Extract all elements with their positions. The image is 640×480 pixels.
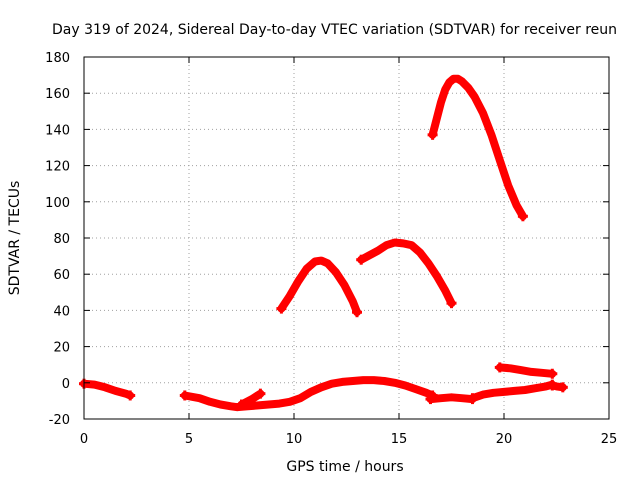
data-point-marker [427, 129, 438, 140]
data-point-marker [446, 298, 457, 309]
data-point-marker [352, 307, 362, 318]
data-point-marker [276, 303, 287, 314]
grid [84, 57, 609, 419]
data-point-marker [179, 390, 190, 401]
x-tick-label: 10 [286, 432, 303, 447]
chart-title: Day 319 of 2024, Sidereal Day-to-day VTE… [52, 22, 617, 38]
y-tick-label: 80 [53, 232, 70, 247]
x-tick-label: 25 [601, 432, 618, 447]
y-tick-label: 0 [62, 377, 70, 392]
series-trace [468, 380, 557, 403]
y-tick-label: 140 [45, 123, 70, 138]
series-trace [495, 363, 557, 378]
series-trace [357, 238, 456, 308]
series-arc-3 [236, 388, 266, 410]
y-tick-label: 100 [45, 196, 70, 211]
x-tick-label: 5 [185, 432, 193, 447]
series-arc-10 [427, 74, 528, 222]
series-arc-9 [356, 238, 457, 309]
series-arc-8 [276, 256, 362, 318]
y-tick-label: 160 [45, 87, 70, 102]
series-trace [426, 393, 477, 404]
series-trace [237, 389, 265, 409]
x-tick-label: 0 [80, 432, 88, 447]
series-trace [428, 74, 527, 221]
x-tick-label: 20 [496, 432, 513, 447]
data-point-marker [236, 399, 247, 410]
y-axis-label: SDTVAR / TECUs [7, 181, 23, 296]
data-point-marker [425, 394, 436, 405]
data-point-marker [356, 254, 367, 265]
data-point-marker [494, 362, 505, 373]
series-arc-7 [494, 362, 558, 379]
y-tick-label: 40 [53, 304, 70, 319]
y-tick-label: 60 [53, 268, 70, 283]
x-axis-label: GPS time / hours [286, 459, 403, 475]
data-point-marker [125, 390, 136, 401]
data-layer [79, 74, 568, 412]
data-point-marker [547, 380, 558, 391]
data-point-marker [517, 211, 528, 222]
y-tick-label: 120 [45, 160, 70, 175]
data-point-marker [557, 382, 568, 393]
data-point-marker [547, 368, 558, 379]
axis-ticks: 0 5 10 15 20 25 -20 0 20 40 60 80 100 120 140 160 180 [45, 51, 617, 447]
y-tick-label: 20 [53, 341, 70, 356]
series-arc-6 [547, 380, 568, 393]
x-tick-label: 15 [391, 432, 408, 447]
y-tick-label: -20 [49, 413, 70, 428]
data-point-marker [255, 388, 266, 399]
series-trace [277, 256, 361, 317]
y-tick-label: 180 [45, 51, 70, 66]
data-point-marker [467, 393, 478, 404]
series-trace [180, 376, 437, 412]
